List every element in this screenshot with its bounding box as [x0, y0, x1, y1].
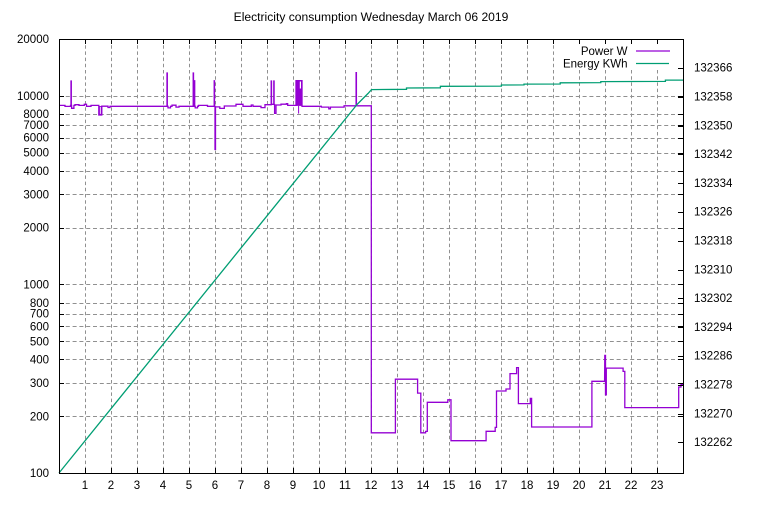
- svg-text:132278: 132278: [694, 380, 732, 392]
- svg-text:10000: 10000: [17, 91, 49, 103]
- svg-text:14: 14: [417, 480, 430, 492]
- svg-text:132334: 132334: [694, 178, 733, 190]
- svg-text:132350: 132350: [694, 120, 732, 132]
- svg-text:23: 23: [651, 480, 664, 492]
- svg-text:132366: 132366: [694, 63, 732, 75]
- svg-text:132358: 132358: [694, 92, 732, 104]
- svg-text:9: 9: [290, 480, 296, 492]
- svg-text:600: 600: [30, 321, 49, 333]
- svg-text:21: 21: [599, 480, 612, 492]
- svg-text:12: 12: [365, 480, 378, 492]
- svg-text:16: 16: [469, 480, 482, 492]
- svg-text:132286: 132286: [694, 351, 732, 363]
- svg-text:20000: 20000: [17, 34, 49, 46]
- svg-text:7000: 7000: [23, 120, 49, 132]
- svg-text:500: 500: [30, 336, 49, 348]
- svg-text:7: 7: [238, 480, 244, 492]
- svg-text:1000: 1000: [23, 279, 49, 291]
- svg-text:132302: 132302: [694, 293, 732, 305]
- svg-text:132318: 132318: [694, 236, 732, 248]
- svg-text:100: 100: [30, 468, 49, 480]
- svg-text:300: 300: [30, 378, 49, 390]
- svg-text:5000: 5000: [23, 148, 49, 160]
- svg-text:400: 400: [30, 355, 49, 367]
- svg-text:132294: 132294: [694, 322, 733, 334]
- svg-text:15: 15: [443, 480, 456, 492]
- svg-text:6000: 6000: [23, 133, 49, 145]
- svg-text:20: 20: [573, 480, 586, 492]
- svg-text:13: 13: [391, 480, 404, 492]
- svg-text:3000: 3000: [23, 189, 49, 201]
- svg-text:22: 22: [625, 480, 638, 492]
- svg-text:1: 1: [82, 480, 88, 492]
- svg-text:18: 18: [521, 480, 534, 492]
- svg-text:4000: 4000: [23, 166, 49, 178]
- svg-text:Power W: Power W: [581, 46, 628, 58]
- svg-text:Electricity consumption Wednes: Electricity consumption Wednesday March …: [234, 10, 509, 24]
- svg-text:8: 8: [264, 480, 270, 492]
- svg-text:132342: 132342: [694, 149, 732, 161]
- svg-text:700: 700: [30, 309, 49, 321]
- svg-text:8000: 8000: [23, 109, 49, 121]
- svg-text:5: 5: [186, 480, 192, 492]
- svg-text:3: 3: [134, 480, 140, 492]
- svg-text:132310: 132310: [694, 264, 732, 276]
- svg-text:800: 800: [30, 298, 49, 310]
- svg-text:19: 19: [547, 480, 560, 492]
- svg-text:4: 4: [160, 480, 167, 492]
- svg-text:2000: 2000: [23, 223, 49, 235]
- svg-text:132326: 132326: [694, 207, 732, 219]
- svg-text:6: 6: [212, 480, 218, 492]
- svg-text:200: 200: [30, 411, 49, 423]
- svg-text:Energy KWh: Energy KWh: [563, 59, 628, 71]
- svg-text:17: 17: [495, 480, 508, 492]
- svg-text:2: 2: [108, 480, 114, 492]
- svg-text:132262: 132262: [694, 437, 732, 449]
- svg-text:132270: 132270: [694, 408, 732, 420]
- svg-text:11: 11: [339, 480, 351, 492]
- svg-text:10: 10: [313, 480, 326, 492]
